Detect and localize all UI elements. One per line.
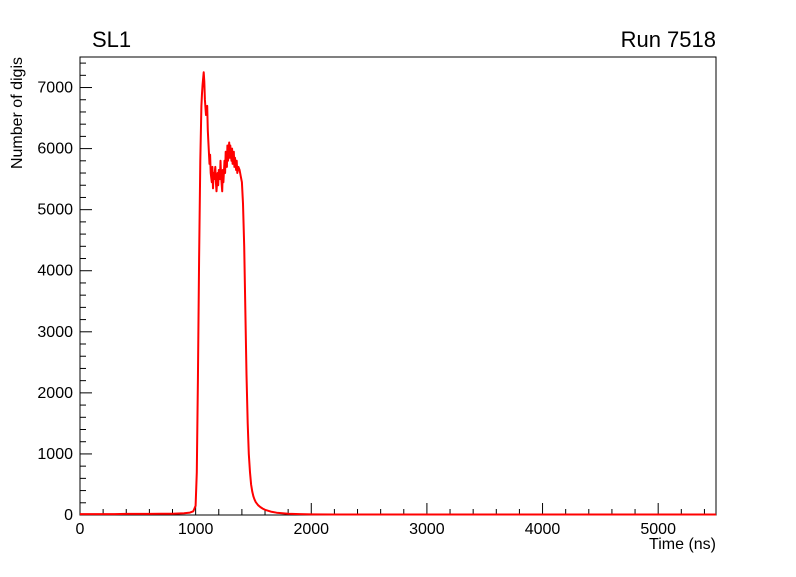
plot-frame: 0 1000 2000 3000 4000 5000 0 1000 2000 3000 4000 50…: [37, 56, 717, 538]
y-tick-label: 4000: [37, 263, 73, 280]
y-axis-title: Number of digis: [9, 57, 26, 169]
x-tick-label: 1000: [178, 521, 214, 538]
x-tick-label: 5000: [640, 521, 676, 538]
x-tick-label: 2000: [293, 521, 329, 538]
y-tick-label: 1000: [37, 446, 73, 463]
y-tick-label: 3000: [37, 324, 73, 341]
x-axis-title: Time (ns): [649, 536, 716, 553]
y-tick-label: 0: [64, 507, 73, 524]
run-label: Run 7518: [621, 27, 716, 52]
frame-border: [79, 56, 717, 516]
x-tick-label: 3000: [409, 521, 445, 538]
histogram-line: [80, 71, 716, 516]
y-tick-label: 7000: [37, 80, 73, 97]
y-tick-label: 5000: [37, 202, 73, 219]
y-tick-label: 2000: [37, 385, 73, 402]
y-tick-label: 6000: [37, 141, 73, 158]
pad-title: SL1: [92, 27, 131, 52]
x-tick-label: 0: [76, 521, 85, 538]
x-tick-label: 4000: [525, 521, 561, 538]
